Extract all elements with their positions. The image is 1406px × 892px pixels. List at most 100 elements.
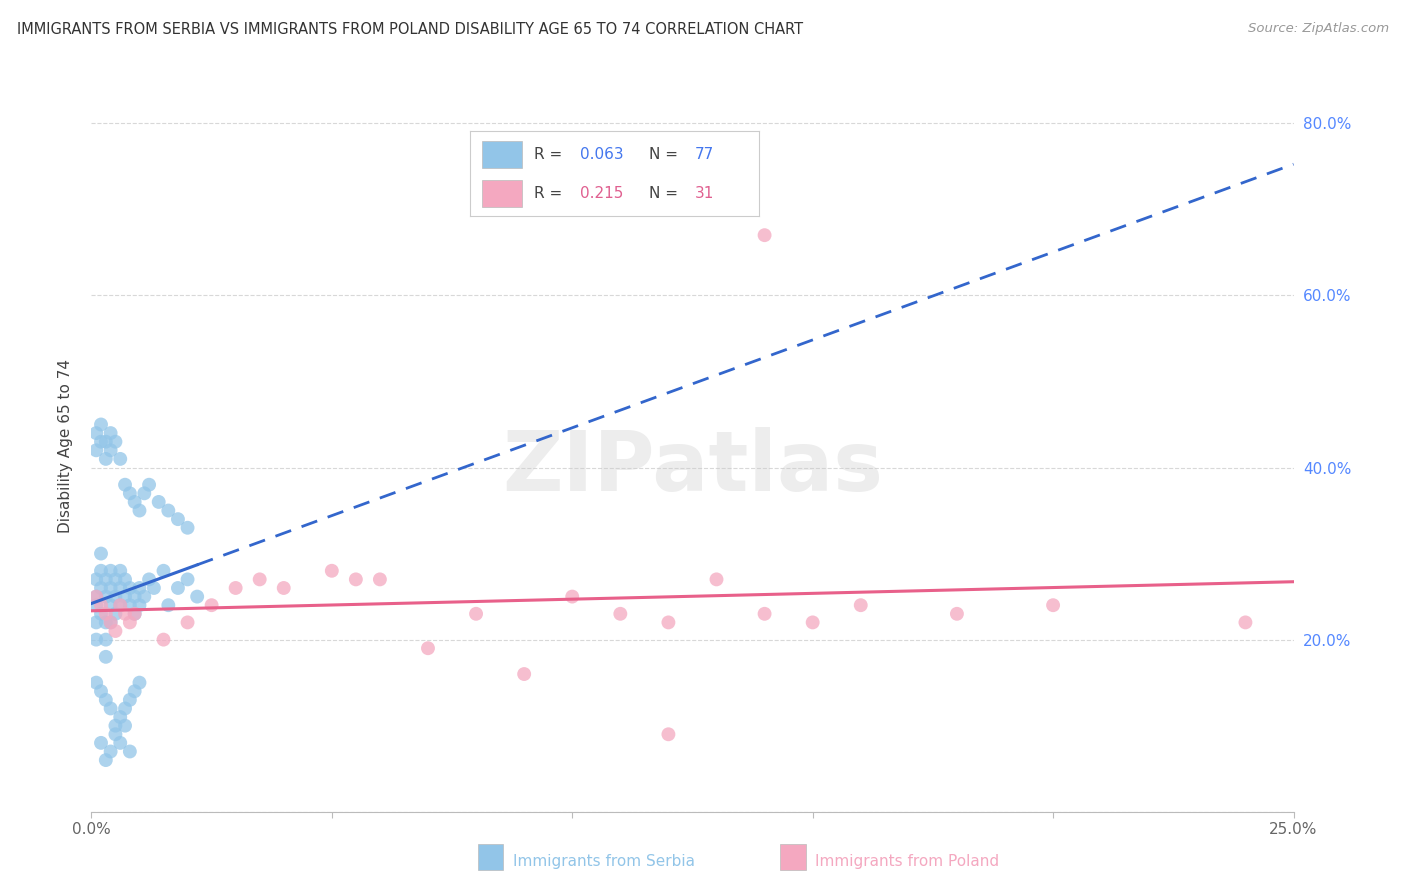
Point xyxy=(118,693,141,707)
Point xyxy=(114,477,136,491)
Point xyxy=(94,615,117,630)
Point xyxy=(138,573,160,587)
Text: 0.215: 0.215 xyxy=(579,186,623,202)
Point xyxy=(128,581,150,595)
Point xyxy=(114,573,136,587)
Point xyxy=(657,615,679,630)
Point xyxy=(94,607,117,621)
Point xyxy=(176,615,198,630)
Text: ZIPatlas: ZIPatlas xyxy=(502,427,883,508)
Point xyxy=(100,443,122,458)
Point xyxy=(118,486,141,500)
Point xyxy=(94,632,117,647)
Text: Source: ZipAtlas.com: Source: ZipAtlas.com xyxy=(1249,22,1389,36)
Point xyxy=(104,607,127,621)
Point xyxy=(946,607,969,621)
Point xyxy=(90,598,112,612)
Point xyxy=(84,590,107,604)
Text: IMMIGRANTS FROM SERBIA VS IMMIGRANTS FROM POLAND DISABILITY AGE 65 TO 74 CORRELA: IMMIGRANTS FROM SERBIA VS IMMIGRANTS FRO… xyxy=(17,22,803,37)
Point xyxy=(114,701,136,715)
Point xyxy=(249,573,271,587)
Point xyxy=(84,598,107,612)
Point xyxy=(657,727,679,741)
Point xyxy=(118,744,141,758)
Point xyxy=(157,503,180,517)
Point xyxy=(118,581,141,595)
Point xyxy=(104,727,127,741)
Text: R =: R = xyxy=(533,146,562,161)
Point xyxy=(84,632,107,647)
Point xyxy=(94,753,117,767)
Point xyxy=(110,710,132,724)
Point xyxy=(90,434,112,449)
Point xyxy=(90,736,112,750)
Point xyxy=(513,667,536,681)
Point xyxy=(114,607,136,621)
Point xyxy=(148,495,170,509)
Text: Immigrants from Poland: Immigrants from Poland xyxy=(815,855,1000,869)
Text: 77: 77 xyxy=(695,146,714,161)
Point xyxy=(152,564,174,578)
Point xyxy=(100,581,122,595)
Point xyxy=(90,607,112,621)
Point xyxy=(186,590,208,604)
Point xyxy=(152,632,174,647)
Point xyxy=(110,581,132,595)
Point xyxy=(138,477,160,491)
Text: N =: N = xyxy=(650,146,678,161)
Point xyxy=(84,443,107,458)
Point xyxy=(110,564,132,578)
Point xyxy=(273,581,295,595)
Point xyxy=(167,581,190,595)
Point xyxy=(100,615,122,630)
Point xyxy=(124,607,146,621)
Point xyxy=(124,607,146,621)
Point xyxy=(801,615,824,630)
Point xyxy=(100,744,122,758)
Point xyxy=(104,624,127,638)
Point xyxy=(84,573,107,587)
Point xyxy=(118,598,141,612)
Point xyxy=(84,675,107,690)
Point xyxy=(1042,598,1064,612)
Point xyxy=(94,451,117,466)
Point xyxy=(110,451,132,466)
Point xyxy=(176,521,198,535)
Point xyxy=(1234,615,1257,630)
Point xyxy=(94,590,117,604)
Text: 31: 31 xyxy=(695,186,714,202)
Point xyxy=(321,564,343,578)
Point xyxy=(157,598,180,612)
Point xyxy=(128,675,150,690)
Point xyxy=(100,615,122,630)
Point xyxy=(84,426,107,441)
Point xyxy=(201,598,224,612)
Point xyxy=(609,607,631,621)
Point xyxy=(90,564,112,578)
Point xyxy=(134,486,156,500)
Point xyxy=(561,590,583,604)
Point xyxy=(94,649,117,664)
Point xyxy=(849,598,872,612)
Point xyxy=(90,684,112,698)
FancyBboxPatch shape xyxy=(482,180,522,207)
Point xyxy=(104,719,127,733)
Point xyxy=(104,573,127,587)
Point xyxy=(84,615,107,630)
Point xyxy=(90,581,112,595)
Point xyxy=(142,581,165,595)
Point xyxy=(100,564,122,578)
Point xyxy=(100,701,122,715)
Point xyxy=(114,590,136,604)
Point xyxy=(706,573,728,587)
Text: R =: R = xyxy=(533,186,562,202)
Point xyxy=(368,573,391,587)
Point xyxy=(118,615,141,630)
Point xyxy=(114,719,136,733)
Point xyxy=(84,590,107,604)
Point xyxy=(176,573,198,587)
Point xyxy=(128,503,150,517)
Point xyxy=(124,495,146,509)
Point xyxy=(104,590,127,604)
Point xyxy=(104,434,127,449)
